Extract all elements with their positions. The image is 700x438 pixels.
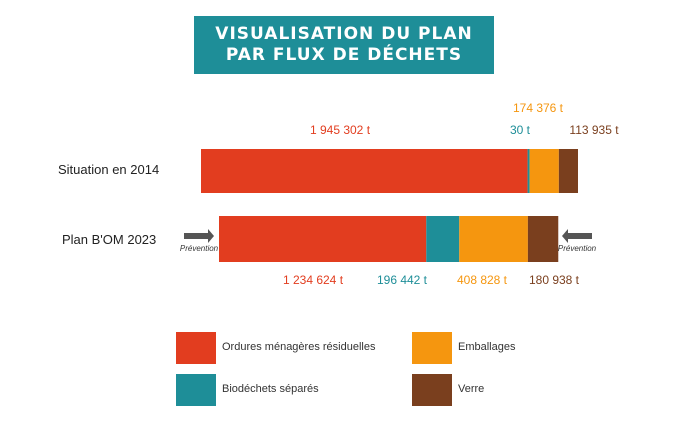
- legend-label-emballages: Emballages: [458, 341, 516, 353]
- data-label-emballages-2023: 408 828 t: [457, 273, 508, 287]
- bar-ordures-2023: [219, 216, 427, 262]
- data-label-ordures-2023: 1 234 624 t: [283, 273, 344, 287]
- data-label-verre-2023: 180 938 t: [529, 273, 580, 287]
- data-label-emballages-2014: 174 376 t: [513, 101, 564, 115]
- bar-emballages-2023: [459, 216, 528, 262]
- chart-title-box: VISUALISATION DU PLAN PAR FLUX DE DÉCHET…: [194, 16, 494, 74]
- category-label-2023: Plan B'OM 2023: [62, 232, 157, 247]
- chart-title-line1: VISUALISATION DU PLAN: [215, 24, 473, 44]
- data-label-biodechets-2014: 30 t: [510, 123, 531, 137]
- legend-swatch-ordures: [176, 332, 216, 364]
- bar-ordures-2014: [201, 149, 528, 193]
- legend-label-biodechets: Biodéchets séparés: [222, 383, 319, 395]
- prevention-label-right: Prévention: [558, 244, 597, 253]
- bar-biodechets-2014: [527, 149, 530, 193]
- data-label-ordures-2014: 1 945 302 t: [310, 123, 371, 137]
- prevention-arrow-left-icon: [184, 229, 214, 243]
- data-label-biodechets-2023: 196 442 t: [377, 273, 428, 287]
- bar-verre-2014: [558, 149, 578, 193]
- bar-verre-2023: [527, 216, 559, 262]
- prevention-arrow-right-icon: [562, 229, 592, 243]
- prevention-label-left: Prévention: [180, 244, 219, 253]
- data-label-verre-2014: 113 935 t: [569, 123, 619, 137]
- legend-swatch-biodechets: [176, 374, 216, 406]
- legend-label-ordures: Ordures ménagères résiduelles: [222, 341, 376, 353]
- legend-swatch-emballages: [412, 332, 452, 364]
- category-label-2014: Situation en 2014: [58, 162, 160, 177]
- legend-label-verre: Verre: [458, 383, 485, 395]
- bar-biodechets-2023: [426, 216, 460, 262]
- bar-emballages-2014: [529, 149, 559, 193]
- chart-title-line2: PAR FLUX DE DÉCHETS: [225, 45, 463, 65]
- legend-swatch-verre: [412, 374, 452, 406]
